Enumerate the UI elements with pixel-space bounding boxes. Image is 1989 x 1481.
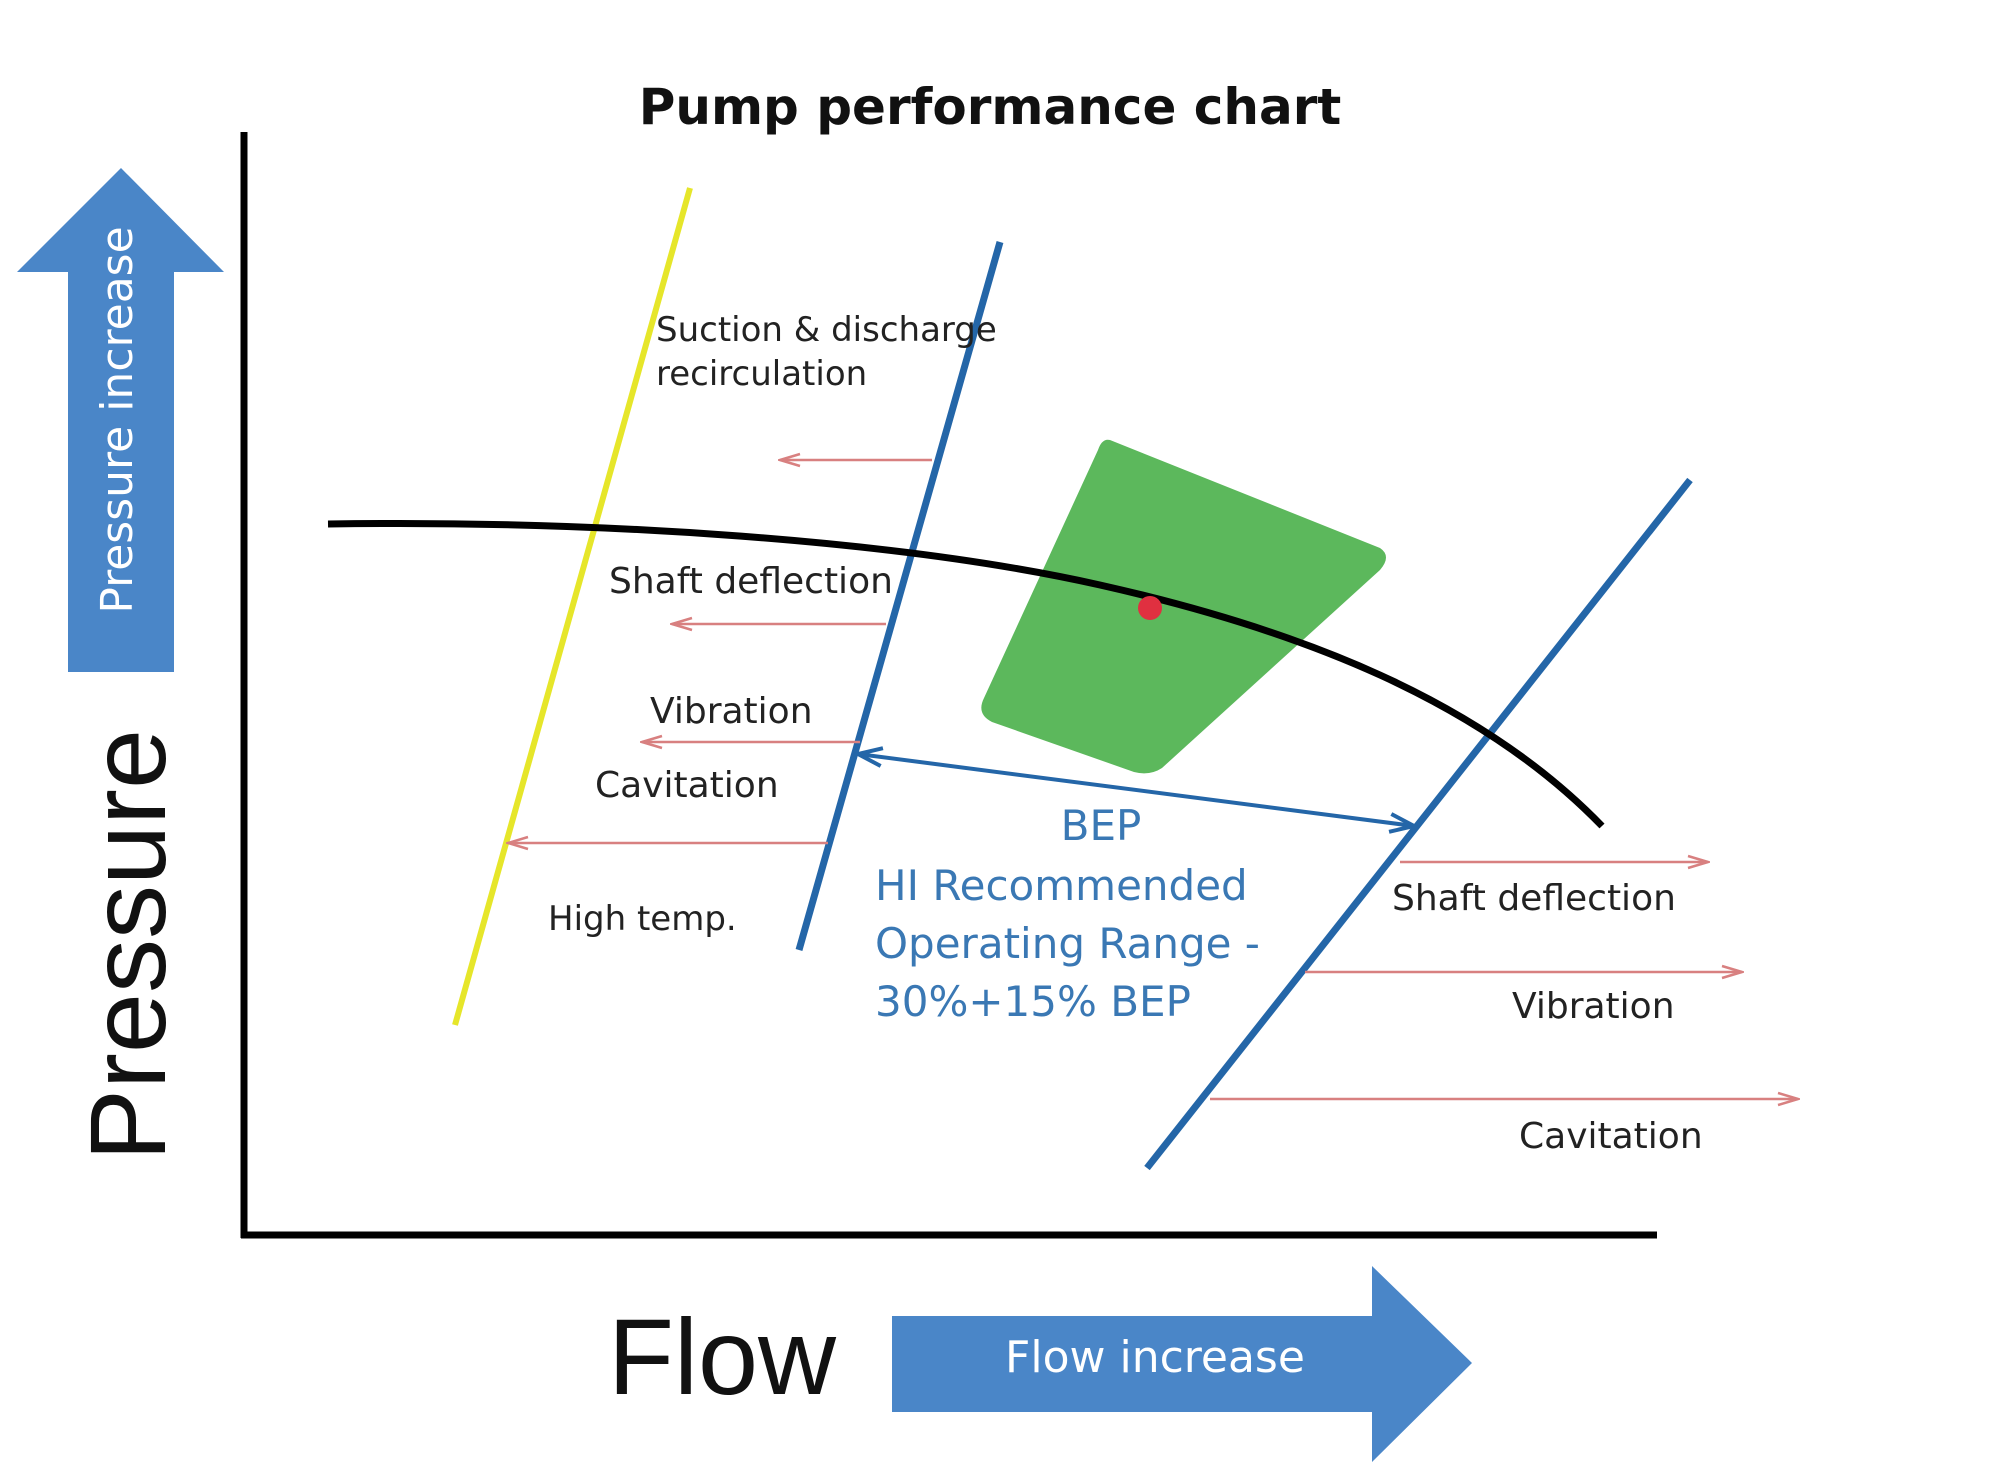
left-shaft-deflection-label: Shaft deflection — [609, 561, 893, 602]
x-axis-label: Flow — [608, 1296, 837, 1417]
right-vibration-label: Vibration — [1512, 986, 1675, 1027]
high-temp-boundary-line — [452, 187, 693, 1026]
y-axis-label: Pressure — [67, 729, 188, 1161]
flow-increase-label: Flow increase — [1005, 1332, 1305, 1383]
operating-range-label-line1: HI Recommended — [875, 861, 1248, 910]
operating-range-label-line3: 30%+15% BEP — [875, 977, 1191, 1026]
pressure-increase-label: Pressure increase — [92, 226, 143, 613]
chart-title: Pump performance chart — [639, 78, 1342, 136]
low-flow-boundary-line — [795, 241, 1004, 951]
flow-increase-arrow: Flow increase — [892, 1266, 1472, 1462]
right-cavitation-label: Cavitation — [1519, 1116, 1703, 1157]
bep-label: BEP — [1061, 801, 1142, 850]
left-cavitation-label: Cavitation — [595, 765, 779, 806]
recirculation-label-line2: recirculation — [656, 354, 867, 394]
bep-point — [1138, 596, 1162, 620]
operating-range-arrow — [858, 754, 1414, 826]
pump-performance-curve — [327, 520, 1605, 829]
high-temp-label: High temp. — [548, 899, 737, 939]
recirculation-label-line1: Suction & discharge — [656, 310, 997, 350]
pressure-increase-arrow: Pressure increase — [17, 168, 224, 672]
operating-range-label-line2: Operating Range - — [875, 919, 1260, 968]
right-shaft-deflection-label: Shaft deflection — [1392, 878, 1676, 919]
left-vibration-label: Vibration — [650, 691, 813, 732]
